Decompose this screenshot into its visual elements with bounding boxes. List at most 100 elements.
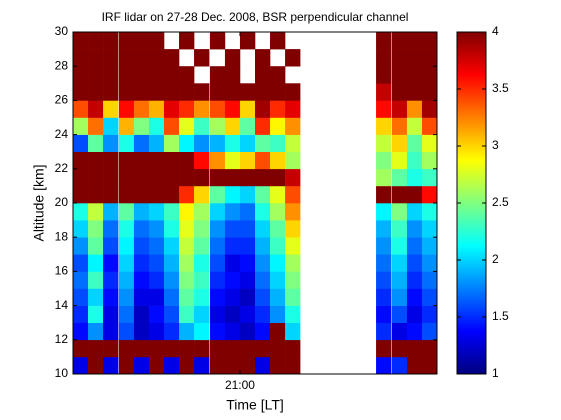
heatmap-cell [239, 356, 256, 375]
heatmap-cell [224, 83, 241, 101]
heatmap-cell [285, 254, 301, 272]
heatmap-cell [209, 185, 226, 204]
heatmap-cell [73, 32, 89, 50]
heatmap-cell [421, 49, 438, 67]
heatmap-cell [406, 254, 423, 272]
heatmap-cell [285, 356, 301, 375]
heatmap-cell [255, 185, 271, 204]
heatmap-cell [194, 203, 210, 221]
heatmap-cell [421, 305, 438, 323]
heatmap-cell [194, 151, 210, 170]
heatmap-cell [406, 83, 423, 101]
heatmap-cell [133, 134, 150, 152]
heatmap-cell [194, 220, 210, 238]
heatmap-cell [285, 117, 301, 135]
heatmap-cell [88, 32, 104, 50]
heatmap-cell [103, 83, 119, 101]
heatmap-cell [103, 322, 119, 341]
heatmap-cell [133, 220, 150, 238]
heatmap-cell [133, 288, 150, 306]
heatmap-cell [103, 168, 119, 187]
heatmap-cell [133, 356, 150, 375]
heatmap-cell [255, 168, 271, 187]
heatmap-cell [255, 66, 271, 84]
heatmap-cell [179, 185, 195, 204]
heatmap-cell [179, 168, 195, 187]
heatmap-cell [179, 220, 195, 238]
heatmap-cell [194, 168, 210, 187]
heatmap-cell [376, 185, 392, 204]
heatmap-cell [255, 254, 271, 272]
heatmap-cell [406, 305, 423, 323]
heatmap-cell [406, 203, 423, 221]
heatmap-cell [73, 356, 89, 375]
heatmap-cell [103, 117, 119, 135]
heatmap-cell [209, 339, 226, 358]
heatmap-cell [285, 168, 301, 187]
heatmap-cell [421, 271, 438, 289]
heatmap-cell [88, 203, 104, 221]
heatmap-cell [209, 134, 226, 152]
heatmap-cell [224, 220, 241, 238]
heatmap-cell [164, 134, 180, 152]
heatmap-cell [209, 254, 226, 272]
heatmap-cell [406, 117, 423, 135]
heatmap-cell [209, 66, 226, 84]
heatmap-cell [148, 271, 165, 289]
heatmap-cell [164, 288, 180, 306]
heatmap-cell [391, 151, 408, 170]
heatmap-cell [255, 100, 271, 118]
heatmap-cell [73, 83, 89, 101]
heatmap-cell [164, 168, 180, 187]
heatmap-cell [391, 32, 408, 50]
heatmap-cell [88, 134, 104, 152]
heatmap-cell [88, 339, 104, 358]
heatmap-cell [148, 220, 165, 238]
heatmap-cell [209, 83, 226, 101]
heatmap-cell [376, 49, 392, 67]
heatmap-cell [391, 254, 408, 272]
heatmap-cell [118, 117, 135, 135]
heatmap-cell [73, 288, 89, 306]
heatmap-cell [391, 185, 408, 204]
heatmap-cell [164, 66, 180, 84]
heatmap-cell [118, 66, 135, 84]
heatmap-cell [73, 339, 89, 358]
heatmap-cell [194, 117, 210, 135]
heatmap-cell [285, 100, 301, 118]
y-tick-label: 20 [55, 195, 69, 209]
heatmap-cell [88, 49, 104, 67]
heatmap-cell [88, 254, 104, 272]
heatmap-cell [224, 100, 241, 118]
y-tick-label: 30 [55, 24, 69, 38]
heatmap-cell [376, 117, 392, 135]
heatmap-cell [406, 288, 423, 306]
heatmap-cell [391, 100, 408, 118]
heatmap-cell [103, 49, 119, 67]
x-axis-label: Time [LT] [226, 397, 284, 413]
heatmap-cell [179, 237, 195, 255]
heatmap-cell [103, 237, 119, 255]
heatmap-cell [88, 356, 104, 375]
heatmap-cell [164, 254, 180, 272]
heatmap-cell [103, 288, 119, 306]
heatmap-cell [209, 203, 226, 221]
heatmap-cell [224, 254, 241, 272]
heatmap-cell [179, 339, 195, 358]
heatmap-cell [103, 271, 119, 289]
heatmap-cell [255, 271, 271, 289]
colorbar-tick-label: 2 [492, 252, 499, 266]
heatmap-cell [406, 66, 423, 84]
heatmap-cell [133, 100, 150, 118]
heatmap-cell [209, 220, 226, 238]
heatmap-cell [133, 254, 150, 272]
heatmap-cell [391, 288, 408, 306]
heatmap-cell [118, 288, 135, 306]
heatmap-cell [194, 49, 210, 67]
heatmap-cell [224, 168, 241, 187]
heatmap-cell [421, 32, 438, 50]
heatmap-cell [239, 322, 256, 341]
heatmap-cell [391, 117, 408, 135]
heatmap-cell [73, 66, 89, 84]
heatmap-cell [239, 32, 256, 50]
